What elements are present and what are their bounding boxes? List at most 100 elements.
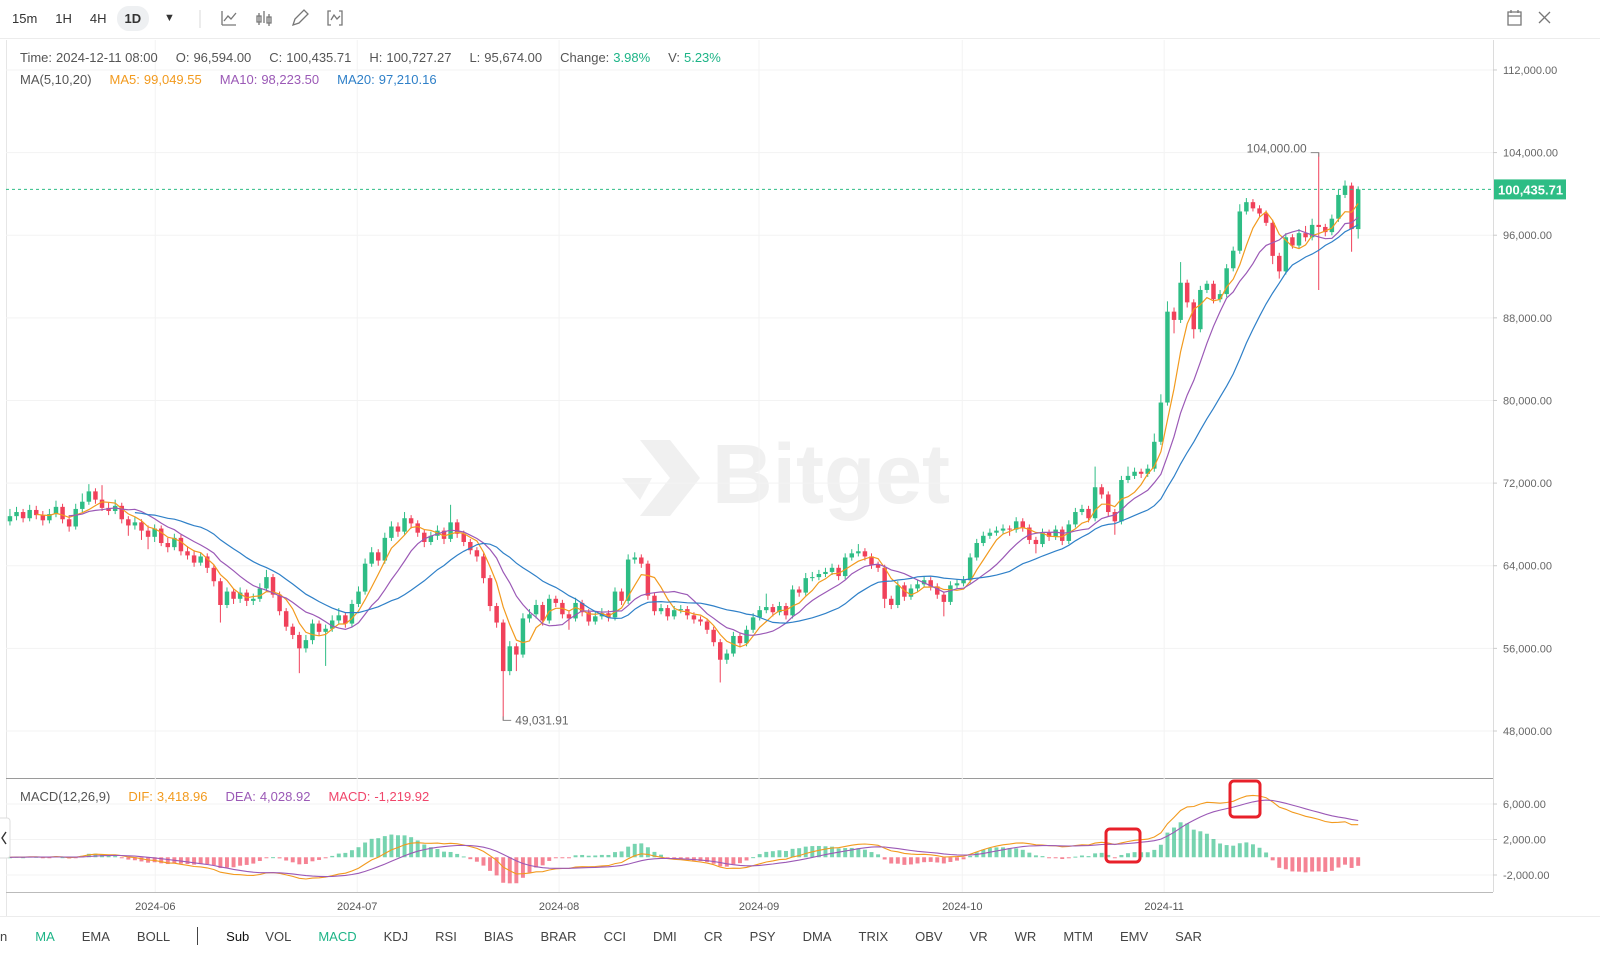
high-annotation: 104,000.00 — [1247, 142, 1307, 156]
chart-type-icon[interactable] — [221, 11, 237, 26]
indicator-tab[interactable]: KDJ — [383, 928, 409, 944]
interval-dropdown[interactable]: ▼ — [164, 0, 175, 36]
candle-body — [231, 591, 236, 599]
macd-line — [9, 794, 1359, 880]
macd-bar — [448, 851, 453, 858]
candle-body — [750, 617, 756, 630]
macd-bar — [534, 857, 539, 868]
close-icon[interactable] — [1538, 11, 1551, 24]
interval-button[interactable]: 4H — [89, 10, 107, 26]
macd-bar — [639, 843, 644, 858]
indicator-tab[interactable]: SAR — [1175, 928, 1202, 944]
macd-bar — [1126, 853, 1130, 858]
candle-body — [1290, 237, 1295, 246]
indicator-tab[interactable]: DMA — [802, 928, 832, 944]
interval-button[interactable]: 1H — [55, 10, 72, 26]
candle-body — [14, 512, 19, 517]
macd-bar — [1066, 857, 1071, 859]
ma-line — [69, 216, 1359, 636]
candle-body — [270, 577, 276, 595]
watermark-text: Bitget — [712, 427, 950, 521]
indicator-tab[interactable]: MA — [35, 928, 55, 944]
macd-bar — [349, 850, 354, 858]
info-value: 100,435.71 — [286, 50, 352, 65]
indicator-tab[interactable]: CCI — [603, 928, 626, 944]
icon-candle[interactable] — [256, 11, 272, 26]
macd-bar — [369, 838, 374, 858]
candle-body — [777, 606, 782, 613]
icon-pencil[interactable] — [291, 9, 309, 27]
indicator-tab[interactable]: BOLL — [136, 928, 171, 944]
indicator-tab[interactable]: EMV — [1119, 928, 1149, 944]
indicator-tab[interactable]: CR — [703, 928, 723, 944]
macd-bar — [869, 852, 874, 858]
collapse-button-bg[interactable] — [0, 817, 11, 859]
indicator-label: MA20: — [337, 72, 375, 87]
macd-bar — [889, 857, 894, 864]
indicator-tab[interactable]: MTM — [1063, 928, 1093, 944]
macd-bar — [797, 848, 802, 858]
indicator-tab[interactable]: RSI — [435, 928, 457, 944]
draw-icon[interactable] — [291, 9, 309, 27]
icon-line[interactable] — [221, 11, 237, 26]
macd-bar — [271, 857, 275, 859]
y2-tick-label: 6,000.00 — [1503, 799, 1546, 811]
indicator-tab[interactable]: BRAR — [540, 928, 577, 944]
indicator-tab[interactable]: BIAS — [483, 928, 514, 944]
icon-close[interactable] — [1538, 11, 1551, 24]
collapse-button[interactable] — [0, 817, 11, 859]
macd-bar — [1073, 856, 1078, 858]
macd-bar — [165, 857, 170, 865]
interval-button[interactable]: 1D — [116, 5, 150, 31]
indicator-tab[interactable]: OBV — [915, 928, 943, 944]
compare-icon[interactable] — [327, 10, 343, 26]
indicator-title: MA(5,10,20) — [20, 72, 92, 87]
candle-body — [619, 591, 624, 601]
candle-body — [1277, 255, 1282, 272]
candle-body — [1230, 250, 1236, 269]
indicator-tab[interactable]: VR — [969, 928, 988, 944]
macd-bar — [382, 836, 387, 858]
candle-body — [612, 591, 618, 618]
indicator-tab[interactable]: EMA — [81, 928, 110, 944]
indicator-tab[interactable]: WR — [1014, 928, 1037, 944]
macd-bar — [1145, 852, 1150, 858]
macd-bar — [1152, 849, 1157, 858]
y-tick-label: 96,000.00 — [1503, 230, 1552, 242]
macd-bar — [1224, 845, 1229, 858]
candle-body — [711, 629, 716, 643]
calendar-icon[interactable] — [1507, 10, 1522, 26]
indicator-tab[interactable]: VOL — [265, 928, 292, 944]
candle-body — [461, 533, 466, 542]
candle-body — [849, 553, 855, 558]
macd-bar — [310, 857, 315, 862]
candle-body — [875, 564, 881, 568]
indicator-tab[interactable]: DMI — [652, 928, 677, 944]
macd-bar — [1106, 854, 1111, 858]
icon-compare[interactable] — [327, 10, 343, 26]
plot: 100,435.71 104,000.00 49,031.91 — [6, 142, 1566, 884]
macd-bar — [356, 847, 361, 858]
macd-bar — [777, 850, 782, 858]
macd-bar — [856, 848, 861, 858]
interval-button[interactable]: 15m — [12, 10, 38, 26]
indicator-tab[interactable]: TRIX — [858, 928, 889, 944]
icon-calendar[interactable] — [1507, 10, 1522, 26]
macd-bar — [73, 857, 78, 859]
macd-bar — [724, 857, 729, 867]
candle-body — [908, 588, 914, 597]
macd-bar — [764, 851, 769, 858]
candle-body — [1217, 294, 1223, 300]
y-tick-label: 112,000.00 — [1503, 65, 1557, 77]
indicator-tab[interactable]: PSY — [749, 928, 776, 944]
indicator-tab[interactable]: MACD — [318, 928, 357, 944]
interval-toolbar: 15m 1H 4H 1D — [4, 0, 151, 36]
indicator-icon[interactable] — [256, 11, 272, 26]
macd-bar — [126, 857, 131, 860]
indicator-value: 97,210.16 — [378, 72, 437, 87]
candle-body — [639, 557, 644, 564]
collapse-icon[interactable] — [1, 831, 7, 845]
candle-body — [224, 591, 230, 605]
dropdown-arrow[interactable]: ▼ — [164, 12, 175, 24]
